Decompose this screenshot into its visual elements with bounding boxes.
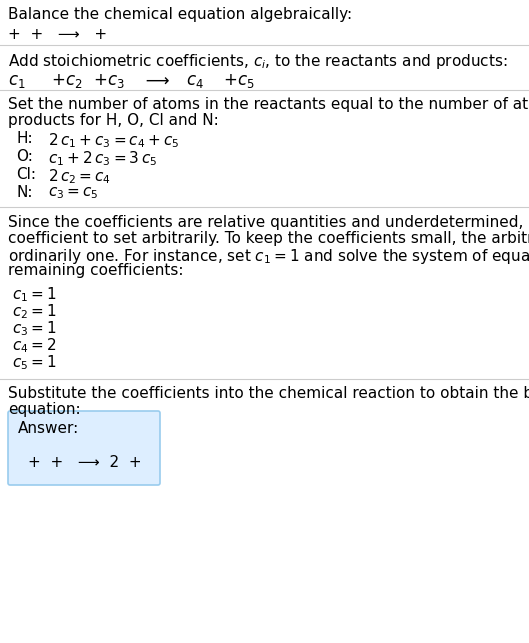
Text: $2\,c_2 = c_4$: $2\,c_2 = c_4$ bbox=[48, 167, 111, 186]
Text: H:: H: bbox=[16, 131, 33, 146]
Text: $c_3 = 1$: $c_3 = 1$ bbox=[12, 319, 57, 338]
Text: +$c_5$: +$c_5$ bbox=[213, 72, 255, 90]
Text: +$c_2$: +$c_2$ bbox=[46, 72, 83, 90]
Text: $c_2 = 1$: $c_2 = 1$ bbox=[12, 302, 57, 321]
Text: +$c_3$: +$c_3$ bbox=[88, 72, 125, 90]
Text: ⟶: ⟶ bbox=[130, 72, 170, 90]
Text: Cl:: Cl: bbox=[16, 167, 36, 182]
Text: N:: N: bbox=[16, 185, 32, 200]
Text: +  +   ⟶  2  +: + + ⟶ 2 + bbox=[28, 455, 142, 470]
Text: products for H, O, Cl and N:: products for H, O, Cl and N: bbox=[8, 113, 219, 128]
Text: +  +   ⟶   +: + + ⟶ + bbox=[8, 27, 107, 42]
Text: Answer:: Answer: bbox=[18, 421, 79, 436]
Text: $c_1 + 2\,c_3 = 3\,c_5$: $c_1 + 2\,c_3 = 3\,c_5$ bbox=[48, 149, 157, 168]
Text: $c_1$: $c_1$ bbox=[8, 72, 25, 90]
Text: $2\,c_1 + c_3 = c_4 + c_5$: $2\,c_1 + c_3 = c_4 + c_5$ bbox=[48, 131, 179, 150]
Text: $c_5 = 1$: $c_5 = 1$ bbox=[12, 353, 57, 372]
Text: Add stoichiometric coefficients, $c_i$, to the reactants and products:: Add stoichiometric coefficients, $c_i$, … bbox=[8, 52, 508, 71]
Text: O:: O: bbox=[16, 149, 33, 164]
Text: ordinarily one. For instance, set $c_1 = 1$ and solve the system of equations fo: ordinarily one. For instance, set $c_1 =… bbox=[8, 247, 529, 266]
Text: equation:: equation: bbox=[8, 402, 80, 417]
FancyBboxPatch shape bbox=[8, 411, 160, 485]
Text: Substitute the coefficients into the chemical reaction to obtain the balanced: Substitute the coefficients into the che… bbox=[8, 386, 529, 401]
Text: coefficient to set arbitrarily. To keep the coefficients small, the arbitrary va: coefficient to set arbitrarily. To keep … bbox=[8, 231, 529, 246]
Text: $c_1 = 1$: $c_1 = 1$ bbox=[12, 285, 57, 303]
Text: remaining coefficients:: remaining coefficients: bbox=[8, 263, 184, 278]
Text: Set the number of atoms in the reactants equal to the number of atoms in the: Set the number of atoms in the reactants… bbox=[8, 97, 529, 112]
Text: $c_4 = 2$: $c_4 = 2$ bbox=[12, 336, 57, 355]
Text: $c_4$: $c_4$ bbox=[176, 72, 204, 90]
Text: Balance the chemical equation algebraically:: Balance the chemical equation algebraica… bbox=[8, 7, 352, 22]
Text: Since the coefficients are relative quantities and underdetermined, choose a: Since the coefficients are relative quan… bbox=[8, 215, 529, 230]
Text: $c_3 = c_5$: $c_3 = c_5$ bbox=[48, 185, 98, 201]
